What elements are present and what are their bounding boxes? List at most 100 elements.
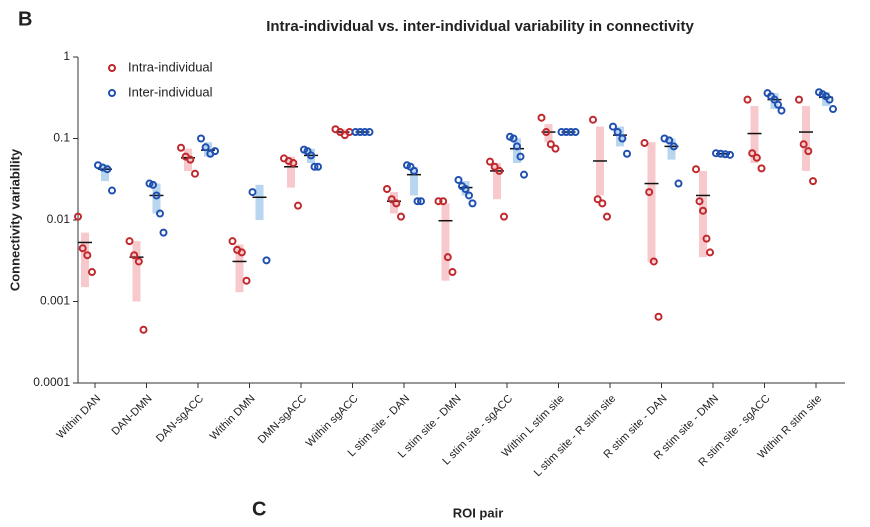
data-point — [211, 147, 219, 156]
data-point — [103, 165, 112, 174]
range-bar — [802, 106, 810, 171]
data-point — [495, 166, 504, 175]
data-point — [748, 149, 757, 158]
x-tick-label: DMN-sgACC — [256, 393, 309, 446]
data-point — [360, 128, 369, 137]
data-point — [351, 128, 360, 137]
range-bar — [493, 163, 501, 200]
data-point — [387, 195, 396, 204]
data-point — [829, 105, 837, 114]
x-tick-label: Within sgACC — [304, 393, 361, 450]
data-point — [603, 212, 611, 221]
y-tick-label: 0.0001 — [33, 375, 70, 389]
legend-marker — [108, 64, 116, 72]
data-point — [310, 162, 319, 171]
data-point — [383, 185, 391, 194]
data-point — [177, 143, 185, 152]
data-point — [649, 257, 658, 266]
range-bar — [647, 142, 656, 263]
panel-label: B — [18, 8, 32, 30]
data-point — [692, 165, 700, 174]
data-point — [448, 268, 457, 277]
y-tick-label: 0.001 — [40, 294, 70, 308]
data-point — [88, 268, 96, 277]
range-bar — [235, 244, 244, 293]
range-bar — [132, 241, 141, 302]
data-point — [743, 95, 752, 104]
legend-label: Intra-individual — [128, 59, 213, 74]
data-point — [613, 128, 622, 137]
data-point — [770, 95, 779, 104]
data-point — [490, 162, 499, 171]
data-point — [500, 212, 508, 221]
data-point — [825, 95, 834, 104]
data-point — [695, 197, 704, 206]
data-point — [562, 128, 571, 137]
data-point — [609, 122, 617, 131]
data-point — [417, 197, 425, 206]
data-point — [294, 201, 302, 210]
data-point — [356, 128, 365, 137]
range-bar — [513, 138, 521, 164]
data-point — [262, 256, 271, 265]
data-point — [598, 199, 607, 208]
data-point — [665, 136, 674, 145]
data-point — [623, 149, 631, 158]
data-point — [125, 237, 134, 246]
range-bar — [101, 164, 109, 182]
data-point — [197, 134, 205, 143]
data-point — [513, 142, 521, 151]
data-point — [248, 188, 257, 197]
data-point — [439, 197, 448, 206]
data-point — [804, 147, 813, 156]
data-point — [795, 95, 803, 104]
data-point — [757, 164, 766, 173]
data-point — [669, 142, 678, 151]
data-point — [83, 251, 92, 260]
data-point — [571, 128, 580, 137]
range-bar — [750, 106, 759, 164]
x-tick-label: Within DAN — [54, 393, 103, 442]
x-tick-label: DAN-sgACC — [154, 393, 206, 445]
data-point — [392, 199, 401, 208]
data-point — [716, 149, 725, 158]
legend-marker — [108, 89, 116, 97]
data-point — [712, 149, 720, 158]
data-point — [699, 206, 707, 215]
data-point — [237, 248, 246, 257]
data-point — [654, 312, 663, 321]
data-point — [134, 257, 143, 266]
data-point — [509, 134, 518, 143]
range-bar — [441, 203, 450, 281]
data-point — [149, 180, 157, 189]
data-point — [413, 197, 422, 206]
data-point — [465, 191, 473, 200]
data-point — [461, 185, 470, 194]
data-point — [645, 188, 654, 197]
data-point — [589, 115, 597, 124]
data-point — [516, 152, 525, 161]
data-point — [546, 140, 555, 149]
data-point — [242, 276, 251, 285]
data-point — [726, 150, 734, 159]
data-point — [443, 253, 452, 262]
x-tick-label: DAN-DMN — [109, 393, 154, 438]
data-point — [159, 228, 168, 237]
data-point — [139, 325, 148, 334]
data-point — [434, 197, 443, 206]
y-tick-label: 1 — [63, 49, 70, 63]
data-point — [410, 166, 418, 175]
range-bar — [81, 232, 89, 288]
data-point — [289, 159, 298, 168]
legend-label: Inter-individual — [128, 84, 213, 99]
data-point — [542, 128, 551, 137]
data-point — [799, 140, 808, 149]
data-point — [191, 169, 199, 178]
data-point — [593, 195, 602, 204]
data-point — [557, 128, 566, 137]
data-point — [752, 153, 761, 162]
range-bar — [287, 156, 295, 188]
data-point — [454, 175, 463, 184]
data-point — [618, 134, 627, 143]
